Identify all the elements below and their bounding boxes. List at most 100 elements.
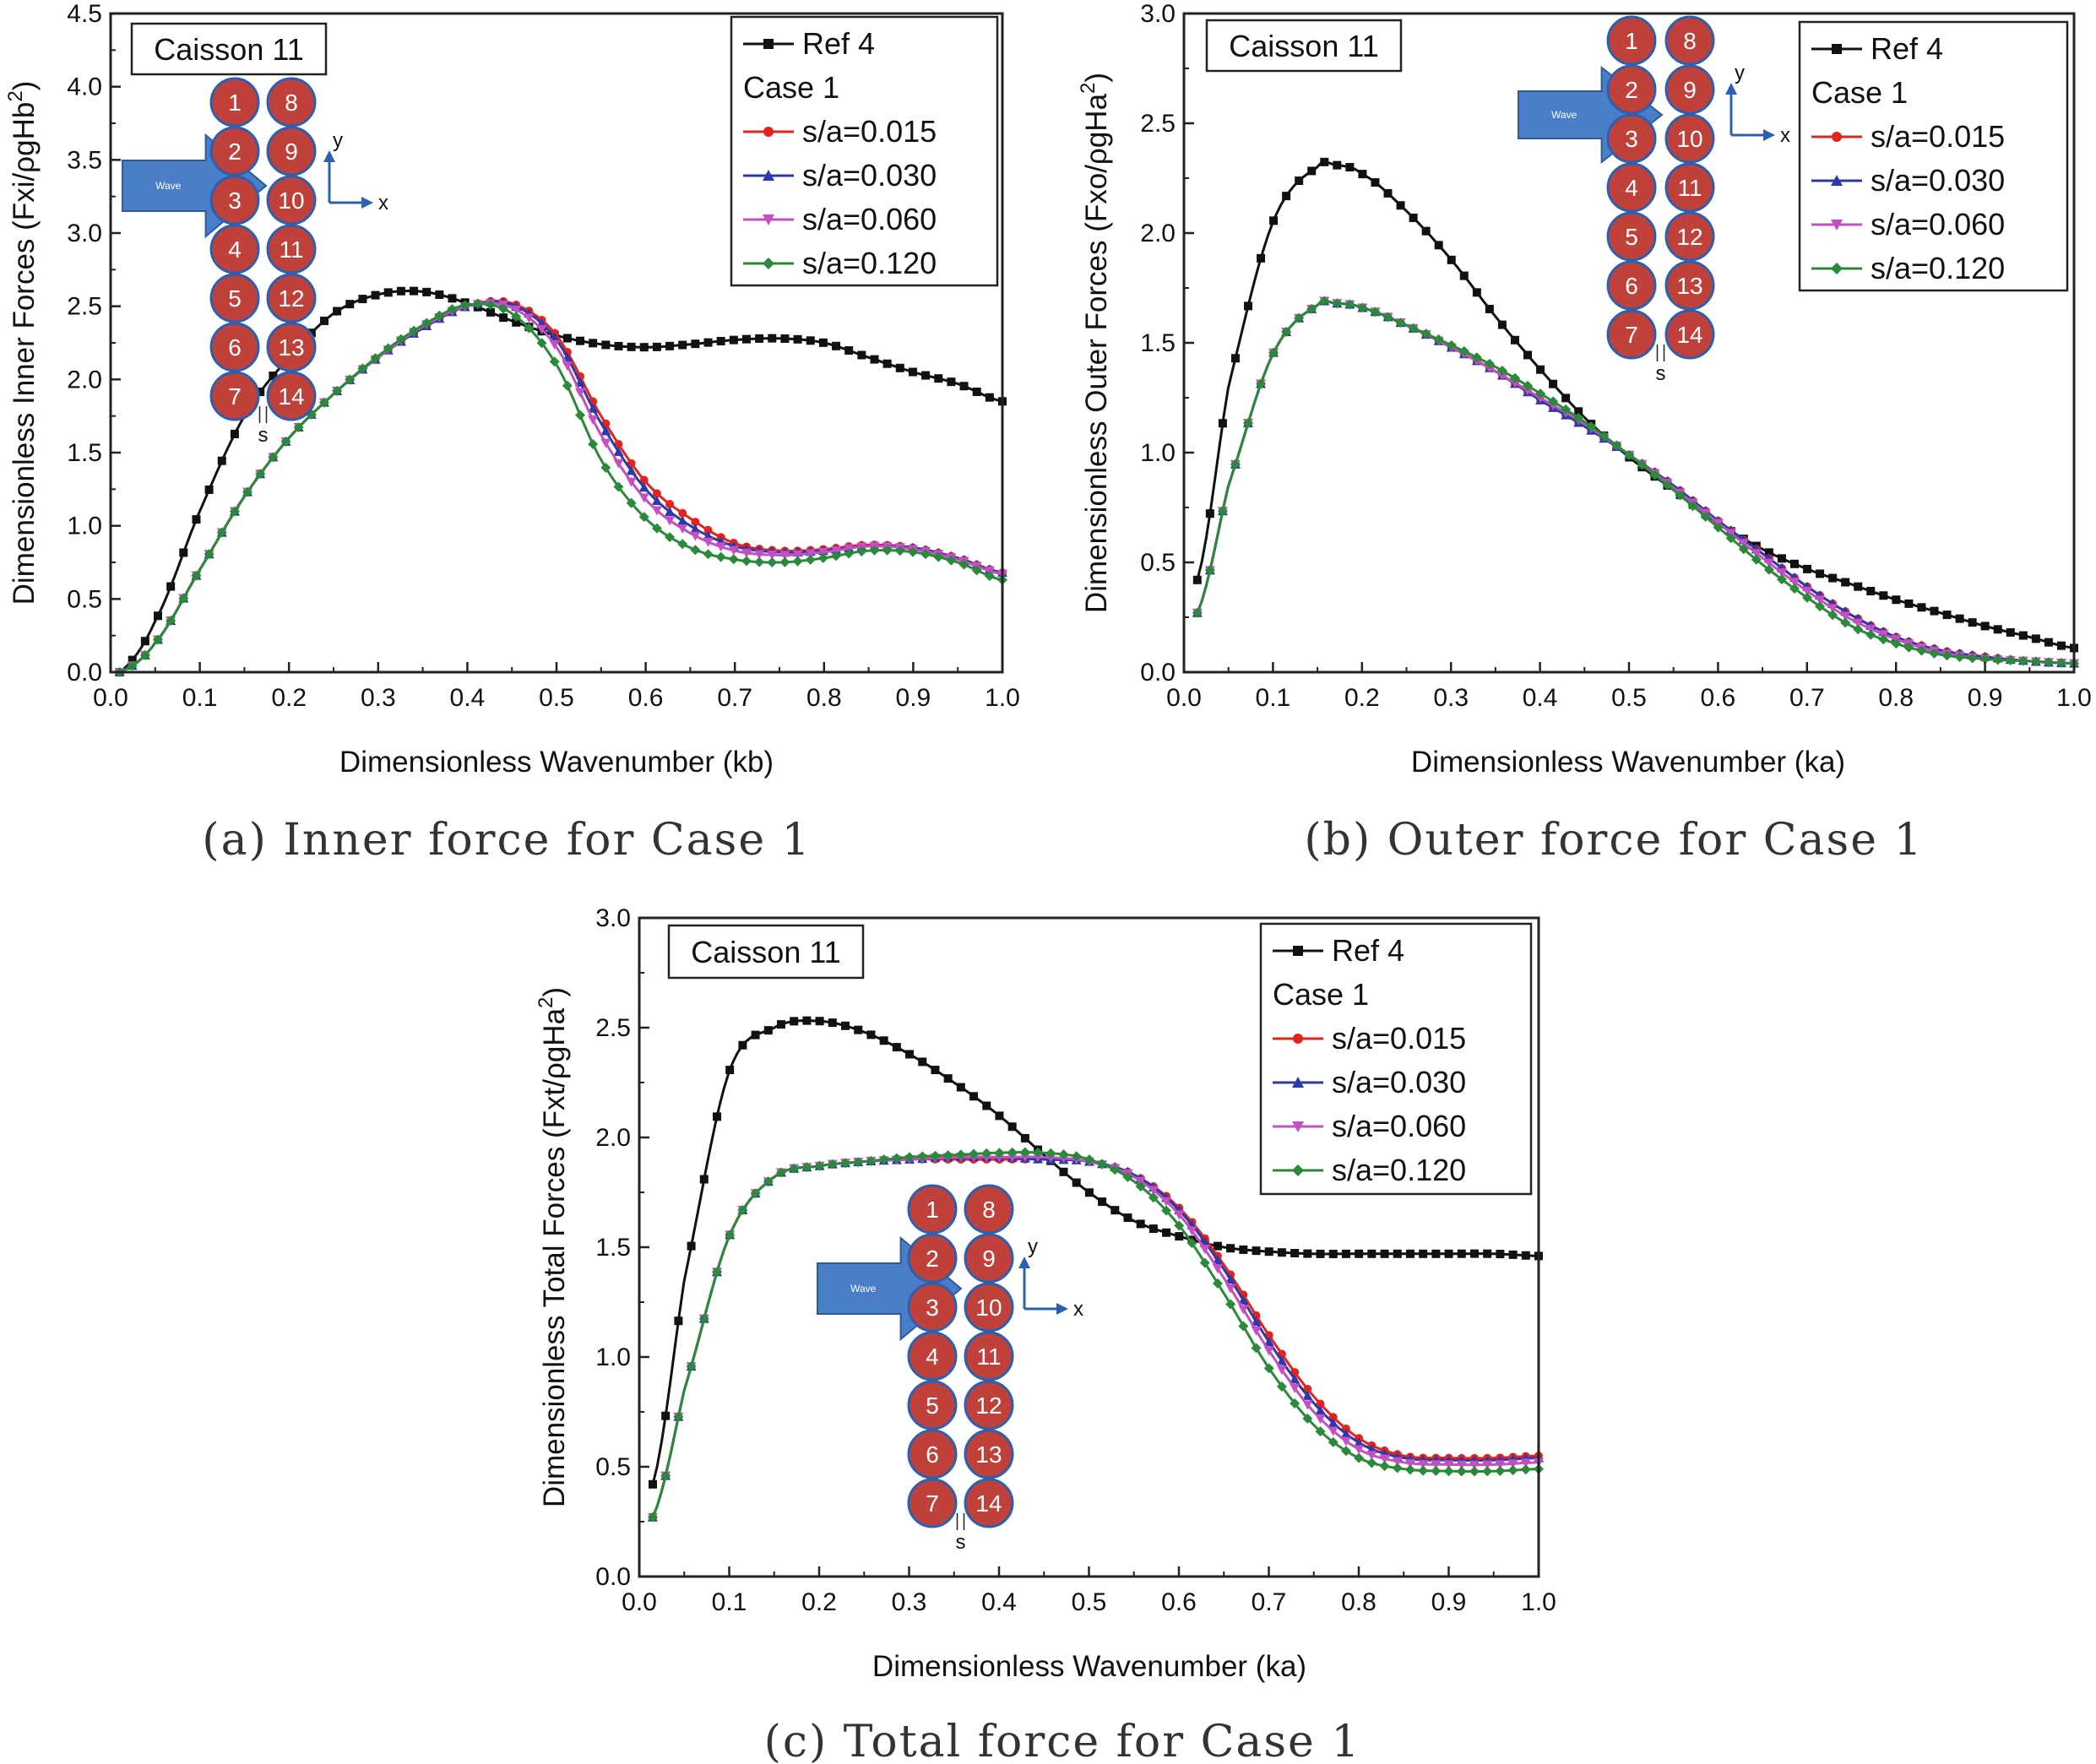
legend-label: Ref 4 (802, 26, 875, 61)
data-point (947, 377, 956, 387)
legend-marker (763, 39, 774, 49)
caisson-number: 10 (975, 1295, 1002, 1321)
data-point (638, 512, 649, 523)
data-point (1457, 1249, 1466, 1258)
data-point (1110, 1164, 1121, 1175)
caption-inner: (a) Inner force for Case 1 (202, 815, 811, 866)
caisson: 14 (964, 1478, 1014, 1528)
data-point (665, 516, 676, 526)
data-point (1789, 559, 1799, 568)
data-point (1586, 421, 1597, 432)
data-point (908, 367, 917, 377)
x-tick-label: 0.3 (1433, 684, 1469, 712)
legend-box (1259, 922, 1533, 1196)
data-point (1929, 648, 1940, 659)
data-point (776, 1167, 787, 1178)
data-point (575, 388, 586, 398)
x-tick-label: 0.3 (892, 1588, 927, 1616)
data-point (751, 1030, 760, 1039)
caisson-circle (266, 175, 317, 225)
plot-lines-total (647, 1016, 1544, 1522)
data-point (768, 334, 777, 343)
caisson: 8 (1664, 15, 1715, 66)
data-point (891, 1153, 902, 1164)
caisson: 9 (1664, 64, 1715, 115)
y-label-close: ) (8, 81, 41, 91)
data-point (1482, 1460, 1493, 1470)
data-point (1264, 1247, 1273, 1257)
data-point (712, 1112, 721, 1121)
data-point (866, 1155, 877, 1166)
data-point (1549, 379, 1558, 388)
data-point (1469, 1249, 1479, 1258)
data-point (853, 1157, 864, 1168)
data-point (1358, 170, 1367, 179)
data-point (2017, 655, 2028, 666)
caisson: 13 (964, 1429, 1014, 1479)
caisson: 11 (964, 1331, 1014, 1381)
data-point (1315, 1405, 1326, 1415)
legend-marker (1293, 946, 1303, 956)
caisson-number: 11 (279, 236, 303, 263)
data-point (1007, 1122, 1017, 1132)
data-point (1148, 1224, 1158, 1234)
x-tick-label: 0.2 (801, 1588, 837, 1616)
caisson-number: 12 (1676, 224, 1702, 250)
data-point (969, 1148, 980, 1159)
x-arrow-head (361, 197, 373, 209)
y-tick-label: 1.5 (67, 439, 102, 467)
data-point (1763, 564, 1774, 575)
data-point (1251, 1326, 1262, 1336)
data-point (715, 551, 726, 562)
data-point (1302, 1413, 1313, 1424)
caisson-number: 11 (1677, 175, 1702, 201)
x-tick-label: 0.3 (361, 684, 396, 712)
data-point (1520, 1464, 1531, 1475)
data-point (790, 1017, 799, 1026)
caisson-diagram-total: Wave 1 8 2 9 3 10 4 11 5 12 6 13 7 14 s y x (817, 1184, 1083, 1554)
data-point (1072, 1178, 1081, 1187)
data-point (435, 290, 444, 299)
legend-label: s/a=0.120 (802, 246, 937, 280)
data-point (357, 363, 368, 374)
data-point (1434, 241, 1443, 250)
data-point (639, 475, 649, 485)
data-point (955, 1149, 966, 1160)
legend-item: s/a=0.030 (1273, 1065, 1466, 1099)
data-point (1186, 1226, 1197, 1236)
caisson-box (1205, 19, 1403, 73)
y-tick-label: 3.0 (1140, 0, 1176, 28)
y-tick-label: 1.0 (1140, 439, 1176, 467)
data-point (1891, 638, 1902, 649)
caisson-number: 12 (975, 1392, 1002, 1419)
data-point (1409, 213, 1418, 222)
caisson-number: 8 (1683, 28, 1697, 54)
data-point (943, 1074, 953, 1083)
data-point (661, 1411, 671, 1420)
data-point (1290, 1383, 1300, 1393)
y-tick-label: 0.0 (595, 1563, 631, 1591)
data-point (1408, 323, 1419, 334)
data-point (674, 1316, 683, 1326)
data-point (780, 334, 790, 344)
data-point (1904, 599, 1914, 608)
data-point (894, 545, 905, 556)
data-point (777, 1020, 786, 1029)
legend-item: s/a=0.120 (743, 246, 937, 280)
data-point (673, 1411, 684, 1422)
data-point (1302, 1390, 1313, 1400)
data-point (1333, 160, 1342, 170)
data-point (318, 397, 329, 408)
data-point (1344, 299, 1355, 310)
data-point (486, 307, 495, 317)
legend-case-label: Case 1 (743, 70, 839, 105)
y-label-sup: 2 (535, 997, 557, 1008)
legend-marker (1831, 220, 1843, 231)
data-point (511, 311, 522, 322)
caisson-circle (907, 1429, 958, 1479)
data-point (1916, 645, 1927, 656)
data-point (383, 288, 393, 297)
data-point (703, 338, 713, 347)
legend-case-label: Case 1 (1273, 977, 1369, 1012)
